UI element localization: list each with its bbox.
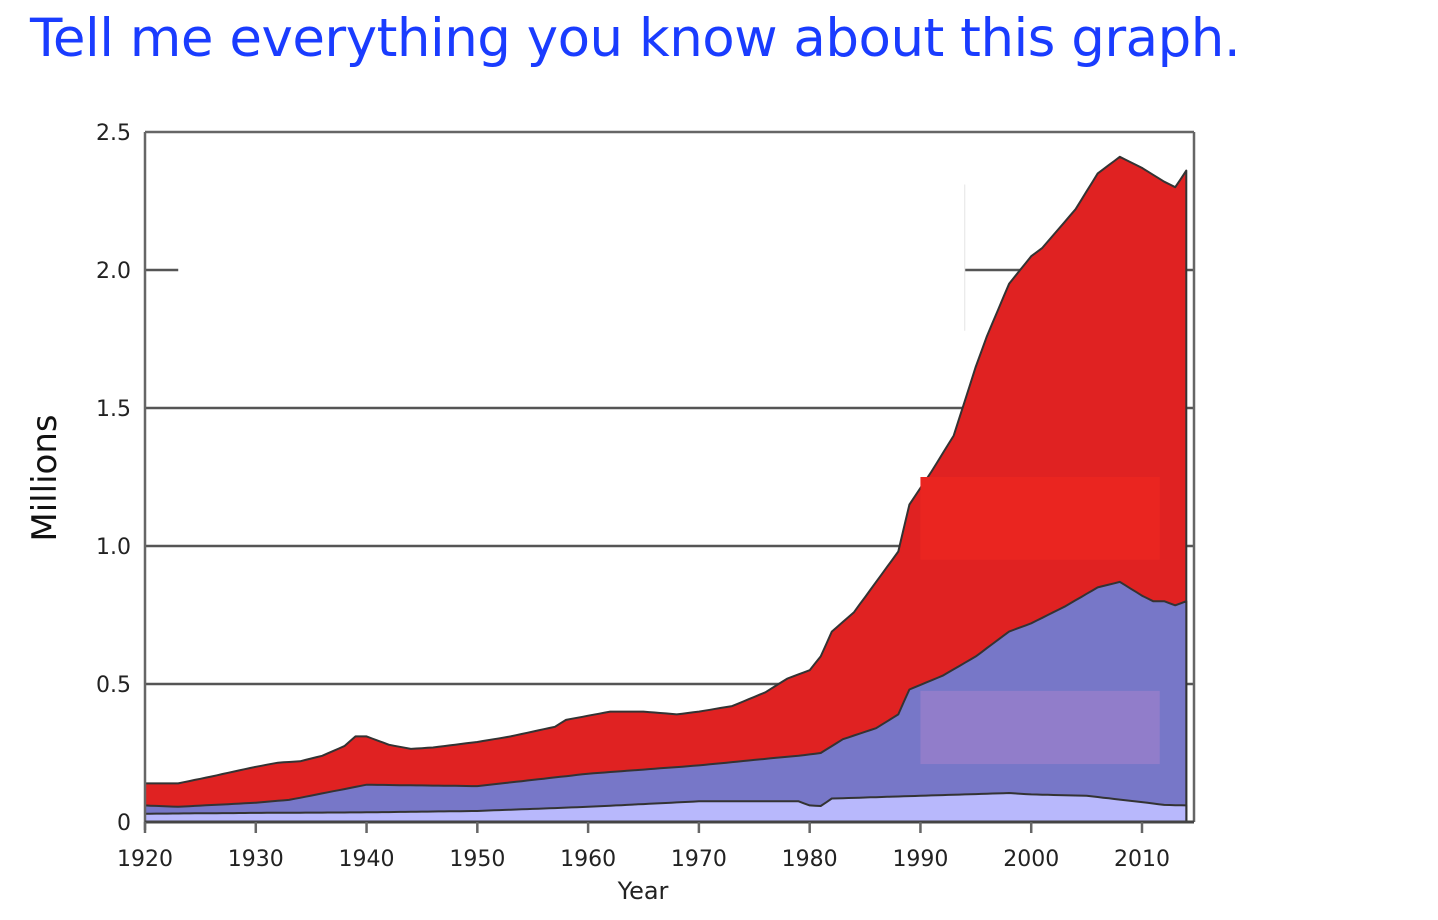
- y-tick-label: 0: [117, 811, 131, 836]
- plot-frame: [143, 130, 1196, 830]
- y-tick-label: 1.0: [96, 535, 131, 560]
- lavender-area-layer: [144, 792, 1188, 823]
- x-tick-label: 1960: [560, 847, 616, 872]
- x-axis-ticks: 1920 1930 1940 1950 1960 1970 1980 1990 2000 2010: [117, 822, 1170, 872]
- red-area-layer: [144, 155, 1188, 823]
- y-tick-label: 2.5: [96, 121, 131, 146]
- purple-overlay-box: [920, 690, 1160, 765]
- x-tick-label: 1930: [228, 847, 284, 872]
- x-tick-label: 1970: [671, 847, 727, 872]
- y-tick-label: 1.5: [96, 397, 131, 422]
- x-tick-label: 2000: [1003, 847, 1059, 872]
- white-mask: [178, 184, 965, 331]
- y-axis-ticks: 0 0.5 1.0 1.5 2.0 2.5: [96, 121, 131, 836]
- x-tick-label: 1940: [339, 847, 395, 872]
- y-axis-label: Millions: [25, 414, 65, 541]
- y-tick-label: 0.5: [96, 673, 131, 698]
- x-tick-label: 1980: [782, 847, 838, 872]
- overlay-boxes: [178, 184, 1160, 765]
- x-tick-label: 1920: [117, 847, 173, 872]
- x-tick-label: 2010: [1114, 847, 1170, 872]
- x-tick-label: 1990: [892, 847, 948, 872]
- red-overlay-box: [920, 477, 1160, 560]
- y-tick-label: 2.0: [96, 259, 131, 284]
- x-axis-label: Year: [617, 877, 669, 905]
- slide-title: Tell me everything you know about this g…: [30, 8, 1241, 69]
- x-tick-label: 1950: [449, 847, 505, 872]
